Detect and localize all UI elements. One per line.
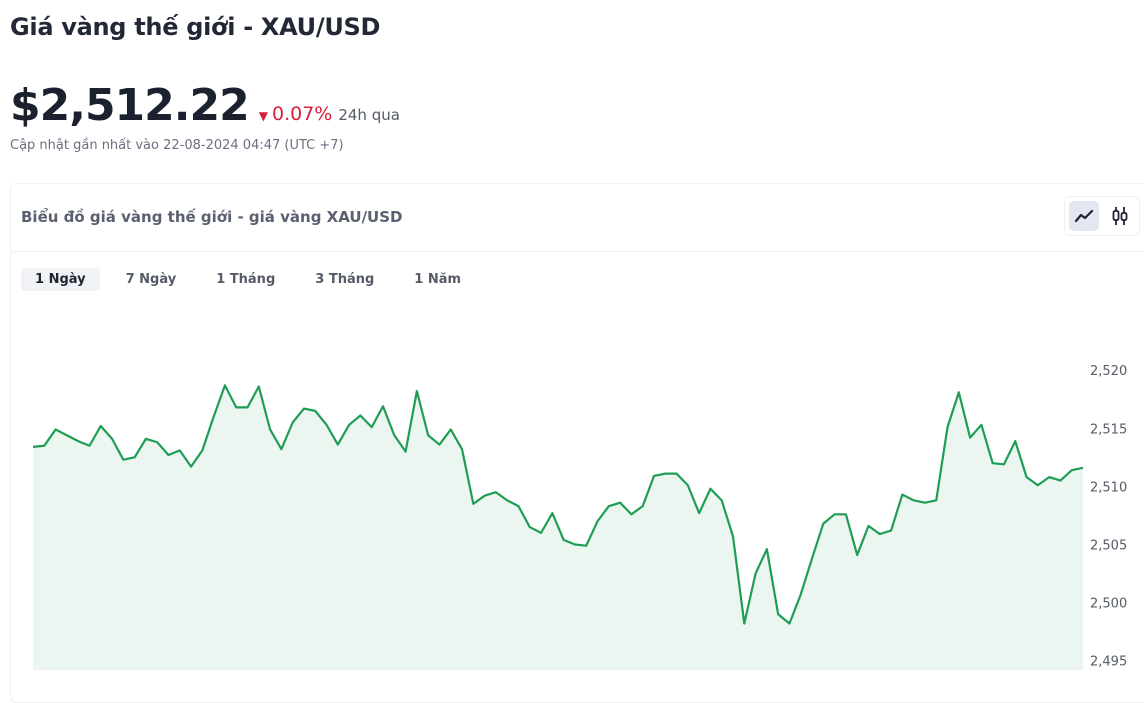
y-tick-label: 2,515 (1090, 422, 1127, 437)
y-tick-label: 2,495 (1090, 655, 1127, 670)
y-tick-label: 2,505 (1090, 539, 1127, 554)
y-tick-label: 2,520 (1090, 364, 1127, 379)
y-tick-label: 2,510 (1090, 480, 1127, 495)
price-chart[interactable]: 2,495 2,500 2,505 2,510 2,515 2,520 (0, 0, 1144, 687)
y-tick-label: 2,500 (1090, 597, 1127, 612)
